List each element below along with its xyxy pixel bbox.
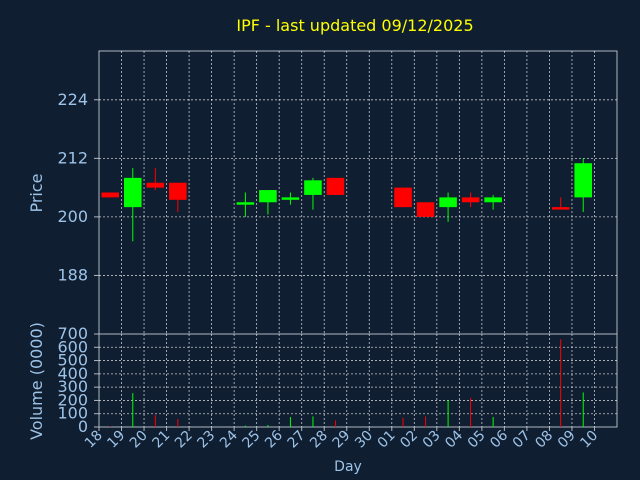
x-tick-label: 22 — [172, 428, 196, 452]
x-axis-label: Day — [334, 459, 362, 475]
candlesticks — [101, 158, 593, 242]
x-tick-label: 08 — [532, 428, 556, 452]
x-tick-label: 24 — [217, 427, 241, 451]
x-tick-label: 21 — [149, 428, 173, 452]
price-grid — [99, 51, 617, 334]
candle-body — [123, 177, 142, 208]
x-tick-label: 03 — [420, 428, 444, 452]
candle-body — [281, 197, 300, 200]
x-tick-label: 20 — [127, 428, 151, 452]
candle-body — [484, 197, 502, 203]
candle-body — [146, 182, 165, 188]
volume-y-tick-label: 300 — [57, 377, 88, 396]
x-tick-label: 05 — [465, 428, 489, 452]
volume-y-tick-label: 100 — [57, 404, 88, 423]
volume-bars — [109, 339, 584, 427]
x-tick-label: 26 — [262, 427, 286, 451]
price-y-ticks: 188 200 212 224 — [57, 90, 99, 284]
x-tick-label: 02 — [397, 428, 421, 452]
volume-y-tick-label: 400 — [57, 364, 88, 383]
volume-y-tick-label: 600 — [57, 337, 88, 356]
volume-y-tick-label: 500 — [57, 351, 88, 370]
volume-y-tick-label: 700 — [57, 324, 88, 343]
price-y-tick-label: 188 — [57, 265, 88, 284]
candle-body — [416, 202, 435, 217]
candle-body — [574, 163, 593, 198]
volume-grid — [99, 334, 617, 427]
x-tick-label: 04 — [442, 427, 466, 451]
volume-y-tick-label: 0 — [78, 417, 88, 436]
price-y-tick-label: 212 — [57, 148, 88, 167]
x-tick-label: 07 — [510, 428, 534, 452]
x-tick-label: 09 — [555, 428, 579, 452]
x-tick-label: 10 — [577, 428, 601, 452]
price-y-tick-label: 200 — [57, 207, 88, 226]
candle-body — [461, 197, 480, 203]
x-tick-labels: 1819202122232425262728293001020304050607… — [82, 427, 601, 451]
price-axis-label: Price — [27, 173, 46, 212]
chart-title: IPF - last updated 09/12/2025 — [236, 16, 473, 35]
volume-panel-frame — [98, 333, 618, 428]
x-tick-label: 30 — [352, 428, 376, 452]
x-tick-label: 27 — [285, 428, 309, 452]
volume-y-tick-label: 200 — [57, 390, 88, 409]
candle-body — [394, 187, 412, 208]
x-tick-label: 29 — [330, 428, 354, 452]
candle-body — [304, 180, 322, 195]
x-tick-label: 25 — [240, 428, 264, 452]
volume-axis-label: Volume (0000) — [27, 322, 46, 440]
candle-body — [236, 202, 255, 205]
x-tick-label: 19 — [104, 428, 128, 452]
price-panel: 188 200 212 224 Price — [27, 50, 618, 335]
candle-body — [551, 207, 570, 210]
x-tick-label: 06 — [487, 427, 511, 451]
candle-body — [169, 182, 187, 200]
x-tick-label: 01 — [375, 428, 399, 452]
x-tick-label: 28 — [307, 428, 331, 452]
candle-body — [101, 192, 120, 198]
candle-body — [259, 190, 277, 203]
x-tick-label: 23 — [195, 428, 219, 452]
candle-body — [439, 197, 457, 208]
candle-body — [326, 177, 345, 195]
price-y-tick-label: 224 — [57, 90, 88, 109]
